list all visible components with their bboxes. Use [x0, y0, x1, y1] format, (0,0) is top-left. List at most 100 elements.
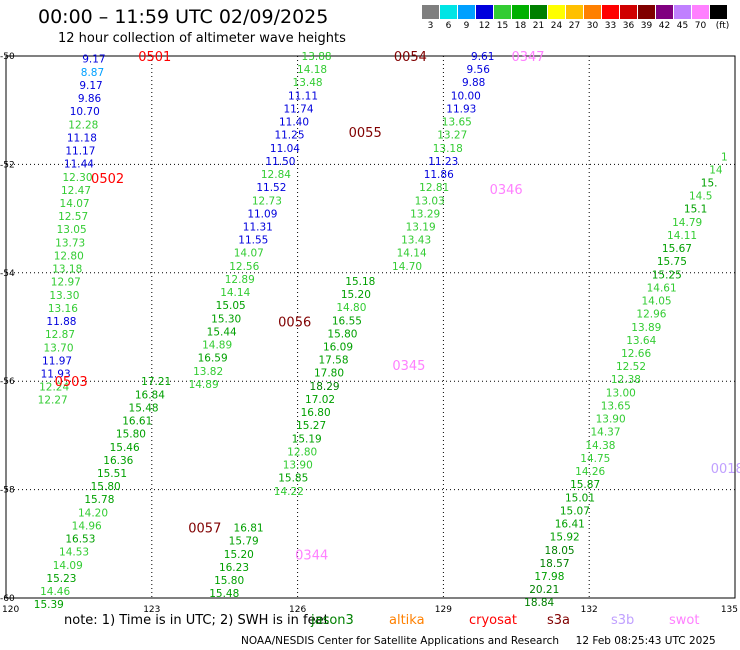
- wave-height-value: 13.70: [43, 342, 73, 354]
- wave-height-value: 11.50: [265, 156, 295, 168]
- scale-swatch: [692, 5, 709, 19]
- wave-height-value: 15.39: [34, 599, 64, 611]
- wave-height-value: 11.17: [65, 146, 95, 158]
- wave-height-value: 14.46: [40, 586, 70, 598]
- wave-height-value: 11.93: [41, 369, 71, 381]
- wave-height-value: 15.67: [662, 243, 692, 255]
- wave-height-value: 13.90: [596, 414, 626, 426]
- wave-height-value: 14.07: [234, 248, 264, 260]
- wave-height-value: 15.79: [229, 536, 259, 548]
- wave-height-value: 13.18: [52, 264, 82, 276]
- wave-height-value: 13.19: [406, 222, 436, 234]
- map-subtitle: 12 hour collection of altimeter wave hei…: [58, 31, 346, 46]
- wave-height-value: 11.55: [238, 235, 268, 247]
- x-tick-label: 120: [2, 605, 19, 615]
- scale-label: (ft): [715, 21, 730, 31]
- wave-height-value: 13.82: [193, 366, 223, 378]
- map-title: 00:00 – 11:59 UTC 02/09/2025: [38, 6, 329, 28]
- wave-height-value: 15.20: [341, 289, 371, 301]
- wave-height-value: 13.89: [631, 322, 661, 334]
- scale-swatch: [530, 5, 547, 19]
- wave-height-value: 14.20: [78, 507, 108, 519]
- wave-height-value: 16.53: [65, 534, 95, 546]
- wave-height-value: 13.73: [55, 237, 85, 249]
- wave-height-value: 12.87: [45, 329, 75, 341]
- scale-swatch: [440, 5, 457, 19]
- wave-height-value: 15.80: [214, 575, 244, 587]
- wave-height-value: 11.52: [256, 182, 286, 194]
- wave-height-value: 14.80: [336, 302, 366, 314]
- mission-label-s3b: s3b: [611, 613, 635, 628]
- scale-label: 39: [640, 21, 653, 31]
- wave-height-value: 14.89: [189, 379, 219, 391]
- scale-label: 9: [463, 21, 470, 31]
- wave-height-value: 14.18: [297, 64, 327, 76]
- scale-label: 3: [427, 21, 434, 31]
- wave-height-value: 15.85: [278, 473, 308, 485]
- wave-height-value: 15.46: [110, 442, 140, 454]
- wave-height-value: 13.65: [601, 400, 631, 412]
- wave-height-value: 14.26: [575, 466, 605, 478]
- wave-height-value: 10.70: [70, 106, 100, 118]
- wave-height-value: 15.18: [345, 276, 375, 288]
- wave-height-value: 11.23: [428, 156, 458, 168]
- wave-height-value: 9.17: [79, 80, 102, 92]
- wave-height-value: 12.38: [611, 374, 641, 386]
- scale-swatch: [566, 5, 583, 19]
- wave-height-value: 13.88: [302, 51, 332, 63]
- wave-height-value: 14: [709, 164, 723, 176]
- scale-label: 42: [658, 21, 671, 31]
- pass-time-label: 0501: [138, 50, 171, 65]
- wave-height-value: 14.53: [59, 547, 89, 559]
- pass-time-label: 0054: [394, 50, 427, 65]
- pass-time-label: 0344: [295, 549, 328, 564]
- footer-credit: NOAA/NESDIS Center for Satellite Applica…: [241, 635, 716, 647]
- scale-swatch: [548, 5, 565, 19]
- wave-height-value: 14.5: [689, 191, 712, 203]
- scale-swatch: [476, 5, 493, 19]
- wave-height-value: 12.84: [261, 169, 291, 181]
- scale-swatch: [674, 5, 691, 19]
- scale-label: 45: [676, 21, 689, 31]
- y-tick-label: -52: [0, 160, 15, 170]
- wave-height-value: 18.84: [524, 597, 554, 609]
- scale-swatch: [458, 5, 475, 19]
- scale-label: 18: [514, 21, 527, 31]
- wave-height-value: 13.18: [433, 143, 463, 155]
- wave-height-value: 12.73: [252, 195, 282, 207]
- wave-height-value: 16.81: [234, 523, 264, 535]
- wave-height-value: 15.30: [211, 313, 241, 325]
- wave-height-value: 16.55: [332, 315, 362, 327]
- y-tick-label: -54: [0, 269, 15, 279]
- wave-height-value: 13.03: [415, 195, 445, 207]
- scale-label: 24: [550, 21, 563, 31]
- wave-height-value: 12.57: [58, 211, 88, 223]
- pass-time-label: 0347: [511, 50, 544, 65]
- scale-swatch: [602, 5, 619, 19]
- scale-swatch: [512, 5, 529, 19]
- map-frame: [5, 55, 736, 599]
- wave-height-value: 16.80: [301, 407, 331, 419]
- wave-height-value: 15.78: [84, 494, 114, 506]
- wave-height-value: 12.28: [68, 119, 98, 131]
- wave-height-value: 14.70: [392, 261, 422, 273]
- wave-height-value: 16.84: [135, 389, 165, 401]
- wave-height-value: 17.98: [534, 571, 564, 583]
- wave-height-value: 1: [721, 151, 728, 163]
- wave-height-value: 15.20: [224, 549, 254, 561]
- wave-height-value: 8.87: [81, 67, 104, 79]
- scale-label: 30: [586, 21, 599, 31]
- wave-height-value: 13.64: [626, 335, 656, 347]
- y-tick-label: -58: [0, 486, 15, 496]
- scale-label: 36: [622, 21, 635, 31]
- scale-label: 33: [604, 21, 617, 31]
- wave-height-value: 12.66: [621, 348, 651, 360]
- mission-label-cryosat: cryosat: [469, 613, 517, 628]
- wave-height-value: 11.86: [424, 169, 454, 181]
- wave-height-value: 11.11: [288, 90, 318, 102]
- y-tick-label: -60: [0, 594, 15, 604]
- wave-height-value: 13.00: [606, 387, 636, 399]
- wave-height-value: 16.61: [122, 416, 152, 428]
- wave-height-value: 11.09: [247, 208, 277, 220]
- pass-time-label: 0055: [349, 126, 382, 141]
